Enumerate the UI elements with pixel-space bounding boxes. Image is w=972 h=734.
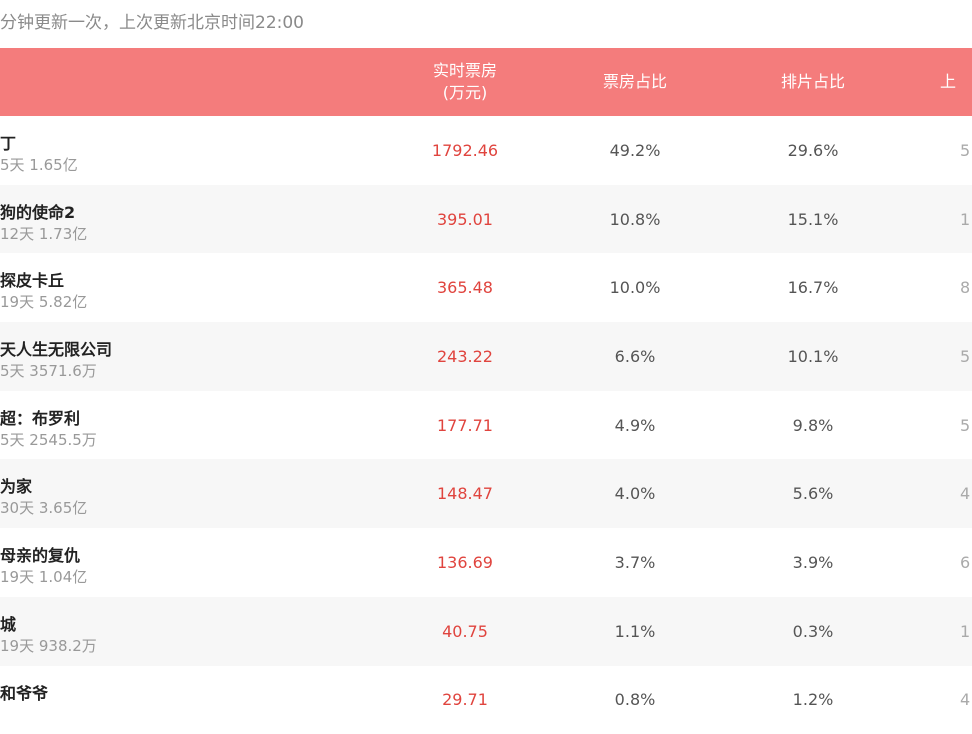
box-office-ratio: 4.9% [570,391,700,460]
movie-title[interactable]: 城 [0,611,16,635]
realtime-box-office: 177.71 [400,391,530,460]
screening-ratio: 29.6% [748,116,878,185]
table-row[interactable]: 母亲的复仇 19天 1.04亿 136.69 3.7% 3.9% 6 [0,528,972,597]
movie-days-total: 19天 5.82亿 [0,291,87,312]
truncated-cell: 6 [960,528,972,597]
screening-ratio: 9.8% [748,391,878,460]
movie-title[interactable]: 探皮卡丘 [0,267,64,291]
header-realtime-unit: (万元) [443,82,488,104]
header-screening-ratio[interactable]: 排片占比 [748,48,878,116]
realtime-box-office: 365.48 [400,253,530,322]
screening-ratio: 10.1% [748,322,878,391]
screening-ratio: 5.6% [748,459,878,528]
header-movie-name[interactable] [0,48,8,116]
table-row[interactable]: 狗的使命2 12天 1.73亿 395.01 10.8% 15.1% 1 [0,185,972,254]
box-office-ratio: 6.6% [570,322,700,391]
box-office-ratio: 0.8% [570,666,700,734]
movie-title[interactable]: 母亲的复仇 [0,542,80,566]
table-row[interactable]: 超：布罗利 5天 2545.5万 177.71 4.9% 9.8% 5 [0,391,972,460]
truncated-cell: 5 [960,391,972,460]
truncated-cell: 1 [960,185,972,254]
truncated-cell: 5 [960,322,972,391]
header-realtime-box-office[interactable]: 实时票房 (万元) [400,48,530,116]
table-row[interactable]: 探皮卡丘 19天 5.82亿 365.48 10.0% 16.7% 8 [0,253,972,322]
table-row[interactable]: 城 19天 938.2万 40.75 1.1% 0.3% 1 [0,597,972,666]
header-realtime-label: 实时票房 [433,60,497,82]
box-office-ratio: 49.2% [570,116,700,185]
movie-days-total: 30天 3.65亿 [0,497,87,518]
box-office-ratio: 10.0% [570,253,700,322]
movie-title[interactable]: 丁 [0,130,16,154]
header-box-office-ratio[interactable]: 票房占比 [570,48,700,116]
movie-days-total: 19天 1.04亿 [0,566,87,587]
screening-ratio: 3.9% [748,528,878,597]
screening-ratio: 16.7% [748,253,878,322]
movie-days-total: 5天 3571.6万 [0,360,97,381]
movie-title[interactable]: 为家 [0,473,32,497]
box-office-ratio: 1.1% [570,597,700,666]
realtime-box-office: 243.22 [400,322,530,391]
truncated-cell: 4 [960,666,972,734]
realtime-box-office: 395.01 [400,185,530,254]
table-row[interactable]: 为家 30天 3.65亿 148.47 4.0% 5.6% 4 [0,459,972,528]
table-header: 实时票房 (万元) 票房占比 排片占比 上 [0,48,972,116]
realtime-box-office: 1792.46 [400,116,530,185]
realtime-box-office: 40.75 [400,597,530,666]
table-row[interactable]: 天人生无限公司 5天 3571.6万 243.22 6.6% 10.1% 5 [0,322,972,391]
screening-ratio: 0.3% [748,597,878,666]
truncated-cell: 1 [960,597,972,666]
realtime-box-office: 136.69 [400,528,530,597]
header-truncated-column[interactable]: 上 [940,48,972,116]
movie-days-total: 12天 1.73亿 [0,223,87,244]
box-office-ratio: 3.7% [570,528,700,597]
table-row[interactable]: 丁 5天 1.65亿 1792.46 49.2% 29.6% 5 [0,116,972,185]
truncated-cell: 5 [960,116,972,185]
movie-title[interactable]: 天人生无限公司 [0,336,112,360]
box-office-ratio: 4.0% [570,459,700,528]
truncated-cell: 4 [960,459,972,528]
box-office-table-body: 丁 5天 1.65亿 1792.46 49.2% 29.6% 5 狗的使命2 1… [0,116,972,734]
box-office-ratio: 10.8% [570,185,700,254]
realtime-box-office: 29.71 [400,666,530,734]
update-time-note: 分钟更新一次，上次更新北京时间22:00 [0,8,304,33]
truncated-cell: 8 [960,253,972,322]
screening-ratio: 15.1% [748,185,878,254]
movie-title[interactable]: 和爷爷 [0,680,48,704]
realtime-box-office: 148.47 [400,459,530,528]
table-row[interactable]: 和爷爷 29.71 0.8% 1.2% 4 [0,666,972,734]
screening-ratio: 1.2% [748,666,878,734]
movie-title[interactable]: 狗的使命2 [0,199,75,223]
movie-title[interactable]: 超：布罗利 [0,405,80,429]
movie-days-total: 5天 1.65亿 [0,154,78,175]
movie-days-total: 5天 2545.5万 [0,429,97,450]
movie-days-total: 19天 938.2万 [0,635,97,656]
